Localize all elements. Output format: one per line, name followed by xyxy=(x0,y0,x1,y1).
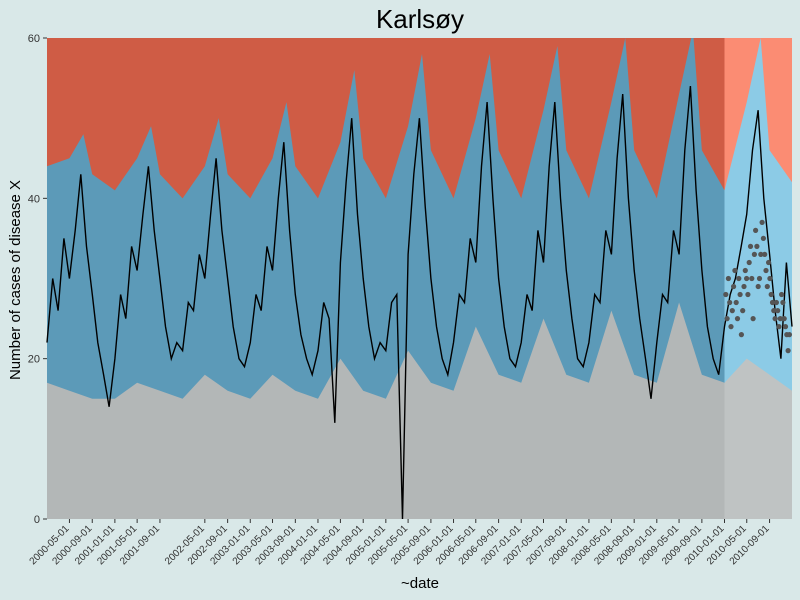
forecast-point xyxy=(744,275,750,282)
forecast-point xyxy=(776,324,782,330)
forecast-point xyxy=(766,259,772,266)
y-tick-label: 60 xyxy=(28,33,40,45)
forecast-point xyxy=(775,308,781,314)
forecast-point xyxy=(779,291,785,298)
y-tick-label: 20 xyxy=(28,354,40,366)
forecast-point xyxy=(751,251,758,257)
low-band-history xyxy=(47,302,725,519)
forecast-point xyxy=(733,299,739,306)
forecast-point xyxy=(767,275,773,282)
forecast-point xyxy=(727,299,733,306)
x-axis-title: ~date xyxy=(401,575,439,592)
forecast-point xyxy=(725,275,732,282)
forecast-point xyxy=(764,283,770,290)
forecast-point xyxy=(723,291,729,298)
forecast-point xyxy=(747,243,754,249)
forecast-point xyxy=(777,316,783,322)
plot-area xyxy=(46,38,793,520)
forecast-point xyxy=(737,291,743,298)
forecast-point xyxy=(740,308,746,314)
observed-cases-line xyxy=(46,86,793,520)
forecast-point xyxy=(759,219,765,225)
forecast-point xyxy=(734,316,741,322)
forecast-point xyxy=(731,283,737,290)
forecast-point xyxy=(785,348,791,354)
forecast-point xyxy=(741,283,747,290)
forecast-point xyxy=(745,291,751,298)
forecast-point xyxy=(724,316,730,322)
forecast-point xyxy=(736,275,742,282)
y-tick-label: 0 xyxy=(34,514,40,526)
forecast-point xyxy=(773,299,780,306)
forecast-point xyxy=(772,316,778,322)
forecast-point xyxy=(771,308,777,314)
forecast-point xyxy=(769,299,776,306)
forecast-point xyxy=(746,259,752,266)
forecast-point xyxy=(728,324,734,330)
y-tick-label: 40 xyxy=(28,193,40,205)
forecast-point xyxy=(753,227,759,233)
forecast-point xyxy=(758,251,764,257)
forecast-point xyxy=(760,235,767,241)
forecast-point xyxy=(750,316,756,322)
chart-title: Karlsøy xyxy=(376,4,464,34)
forecast-point xyxy=(782,324,789,330)
forecast-point xyxy=(786,332,793,338)
forecast-point xyxy=(768,291,774,298)
forecast-point xyxy=(754,243,760,249)
low-band-forecast xyxy=(724,358,792,519)
forecast-point xyxy=(749,275,755,282)
forecast-point xyxy=(763,267,769,274)
forecast-point xyxy=(780,299,786,306)
forecast-point xyxy=(781,316,787,322)
forecast-point xyxy=(755,283,761,290)
forecast-point xyxy=(732,267,738,274)
forecast-point xyxy=(756,275,763,282)
forecast-point xyxy=(762,251,768,257)
forecast-point xyxy=(742,267,748,274)
y-axis-title: Number of cases of disease X xyxy=(7,180,24,380)
forecast-point xyxy=(738,332,745,338)
forecast-point xyxy=(729,308,735,314)
y-axis: 0 20 40 60 xyxy=(28,33,47,526)
